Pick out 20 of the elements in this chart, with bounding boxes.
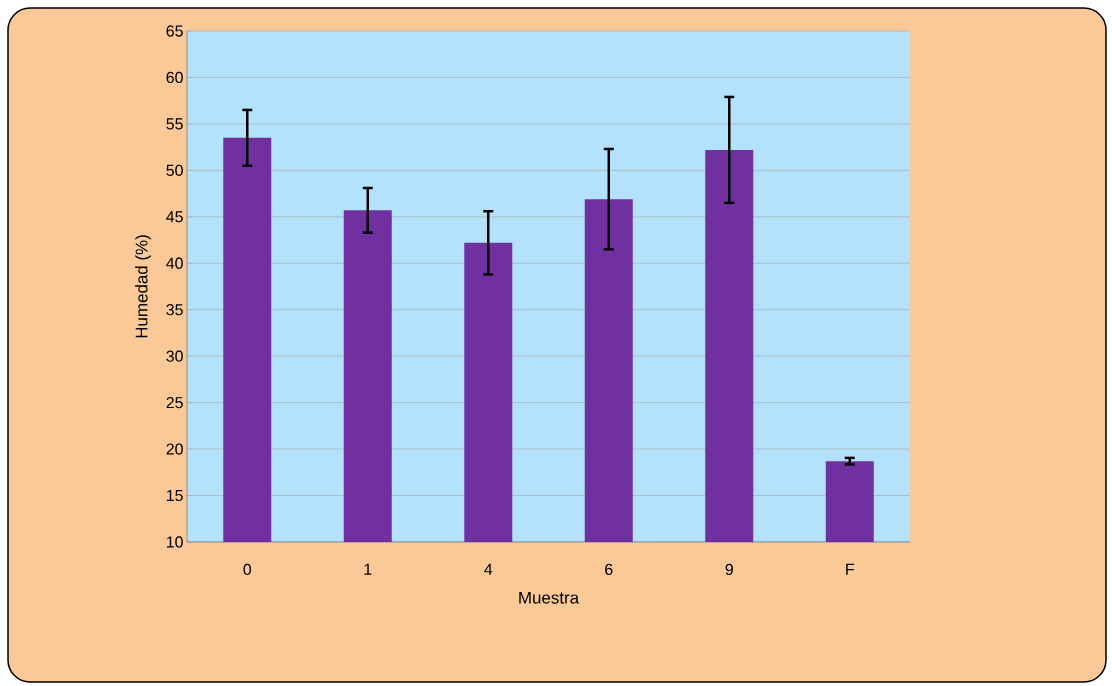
y-tick-label: 55: [166, 118, 183, 130]
y-tick-label: 30: [166, 350, 183, 362]
y-axis-title: Humedad (%): [135, 235, 151, 338]
y-tick-label: 25: [166, 396, 183, 409]
x-tick-label: 4: [484, 563, 493, 575]
x-tick-label: 1: [364, 563, 372, 575]
y-tick-label: 65: [166, 25, 183, 37]
y-tick-label: 60: [166, 71, 183, 84]
y-tick-label: 50: [166, 164, 183, 176]
y-tick-label: 35: [166, 304, 183, 316]
x-axis-title: Muestra: [519, 591, 580, 604]
x-tick-label: 9: [725, 563, 733, 576]
y-tick-label: 20: [166, 443, 183, 455]
x-tick-label: 0: [243, 563, 252, 576]
y-tick-label: 40: [166, 257, 183, 269]
x-tick-label: 6: [605, 563, 613, 576]
y-tick-label: 10: [166, 536, 183, 548]
y-tick-label: 45: [166, 211, 183, 223]
x-tick-label: F: [846, 563, 854, 575]
y-tick-label: 15: [166, 489, 183, 502]
